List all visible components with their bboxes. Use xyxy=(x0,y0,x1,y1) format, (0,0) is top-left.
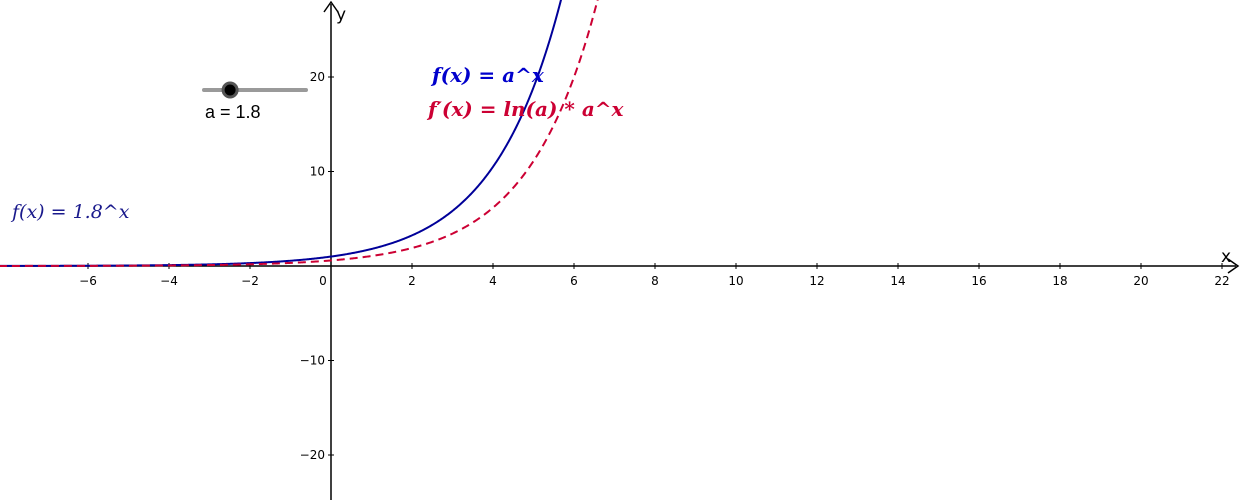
x-axis-arrow-icon xyxy=(1227,258,1240,274)
x-tick-label: 2 xyxy=(408,274,416,288)
f-formula-label: f(x) = a^x xyxy=(430,63,545,87)
y-ticks: −20 −10 10 20 xyxy=(300,70,334,462)
x-tick-label: 14 xyxy=(890,274,905,288)
x-tick-label: 22 xyxy=(1214,274,1229,288)
slider-a[interactable]: a = 1.8 xyxy=(202,81,308,122)
y-tick-label: −10 xyxy=(300,354,325,368)
f-value-label: f(x) = 1.8^x xyxy=(10,201,130,223)
y-axis-arrow-icon xyxy=(323,0,339,13)
x-tick-label: 10 xyxy=(728,274,743,288)
x-ticks: −6 −4 −2 0 2 4 6 8 10 12 14 16 18 20 22 xyxy=(79,263,1230,288)
x-tick-label: 0 xyxy=(319,274,327,288)
x-tick-label: −2 xyxy=(241,274,259,288)
f-prime-formula-label: f′(x) = ln(a) * a^x xyxy=(426,97,625,121)
function-curves xyxy=(0,0,600,267)
x-tick-label: 4 xyxy=(489,274,497,288)
x-tick-label: 20 xyxy=(1133,274,1148,288)
x-tick-label: 6 xyxy=(570,274,578,288)
x-tick-label: −6 xyxy=(79,274,97,288)
slider-value-label: a = 1.8 xyxy=(205,102,261,122)
x-tick-label: 16 xyxy=(971,274,986,288)
y-axis-label: y xyxy=(336,5,346,25)
y-tick-label: 20 xyxy=(310,70,325,84)
x-tick-label: 18 xyxy=(1052,274,1067,288)
x-tick-label: 12 xyxy=(809,274,824,288)
slider-handle[interactable] xyxy=(221,81,239,99)
y-tick-label: 10 xyxy=(310,165,325,179)
x-tick-label: −4 xyxy=(160,274,178,288)
f-curve[interactable] xyxy=(0,0,563,267)
f-prime-curve[interactable] xyxy=(0,0,600,267)
y-tick-label: −20 xyxy=(300,448,325,462)
x-axis-label: x xyxy=(1221,247,1231,267)
x-tick-label: 8 xyxy=(651,274,659,288)
